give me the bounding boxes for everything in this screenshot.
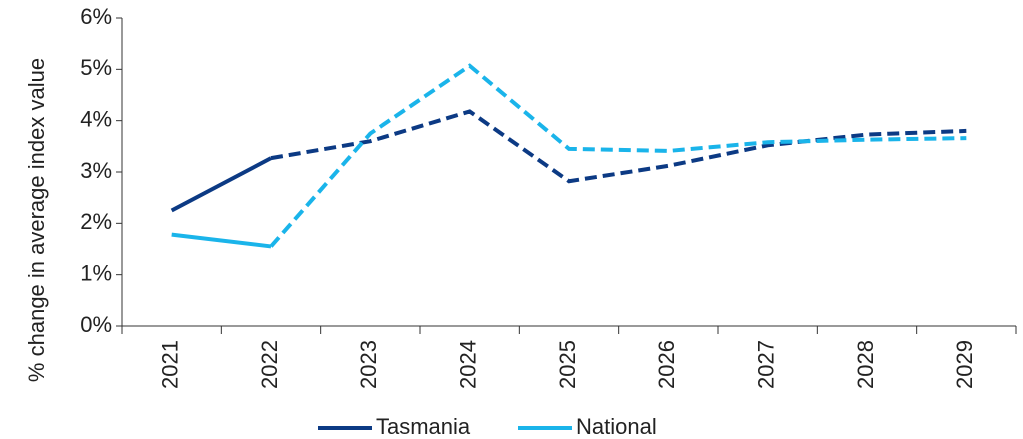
forecast-line — [269, 63, 967, 248]
x-tick-label: 2026 — [654, 340, 679, 389]
y-tick-label: 5% — [80, 55, 112, 80]
legend-label: Tasmania — [376, 414, 471, 439]
y-axis-label: % change in average index value — [24, 58, 49, 382]
y-tick-label: 3% — [80, 158, 112, 183]
y-tick-label: 6% — [80, 4, 112, 29]
x-tick-label: 2028 — [853, 340, 878, 389]
x-tick-label: 2021 — [157, 340, 182, 389]
y-tick-label: 4% — [80, 106, 112, 131]
x-tick-label: 2029 — [952, 340, 977, 389]
x-tick-label: 2027 — [753, 340, 778, 389]
legend-label: National — [576, 414, 657, 439]
x-tick-label: 2024 — [455, 340, 480, 389]
actual-line — [171, 232, 272, 249]
x-tick-label: 2022 — [257, 340, 282, 389]
y-tick-label: 0% — [80, 312, 112, 337]
x-tick-label: 2023 — [356, 340, 381, 389]
actual-line — [170, 156, 272, 213]
y-tick-label: 2% — [80, 209, 112, 234]
y-tick-label: 1% — [80, 260, 112, 285]
x-tick-label: 2025 — [555, 340, 580, 389]
forecast-line — [270, 109, 967, 184]
